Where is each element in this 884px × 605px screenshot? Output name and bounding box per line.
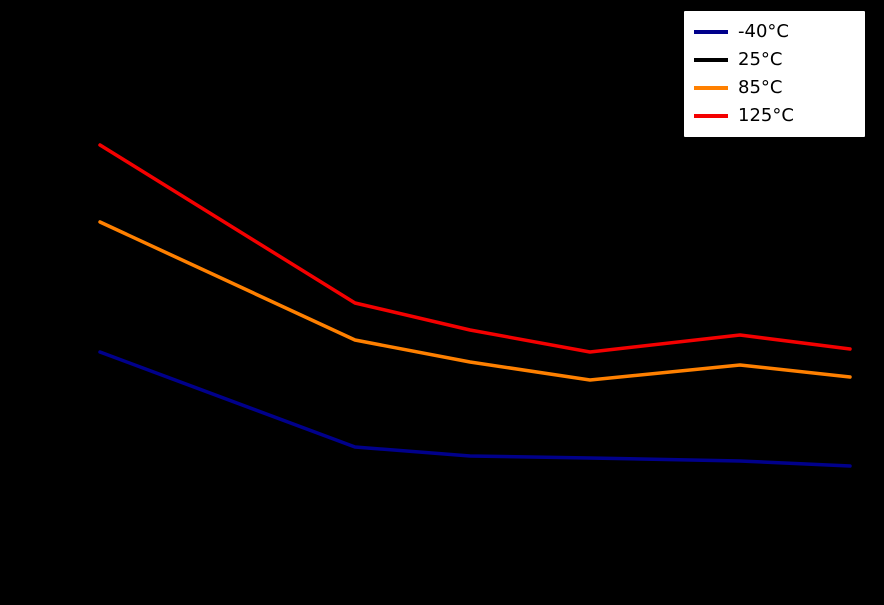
legend-item: 125°C bbox=[694, 102, 855, 130]
legend-label: 85°C bbox=[738, 77, 783, 98]
legend-line-swatch bbox=[694, 114, 728, 118]
series-line-25°C bbox=[98, 298, 852, 425]
legend-label: 125°C bbox=[738, 105, 794, 126]
legend-line-swatch bbox=[694, 30, 728, 34]
legend-line-swatch bbox=[694, 86, 728, 90]
legend-line-swatch bbox=[694, 58, 728, 62]
legend-item: -40°C bbox=[694, 18, 855, 46]
legend-item: 85°C bbox=[694, 74, 855, 102]
series-line-125°C bbox=[98, 143, 852, 354]
series-line--40°C bbox=[98, 350, 852, 468]
series-line-85°C bbox=[98, 220, 852, 382]
legend: -40°C 25°C 85°C 125°C bbox=[683, 10, 866, 138]
legend-item: 25°C bbox=[694, 46, 855, 74]
legend-label: -40°C bbox=[738, 21, 789, 42]
legend-label: 25°C bbox=[738, 49, 783, 70]
